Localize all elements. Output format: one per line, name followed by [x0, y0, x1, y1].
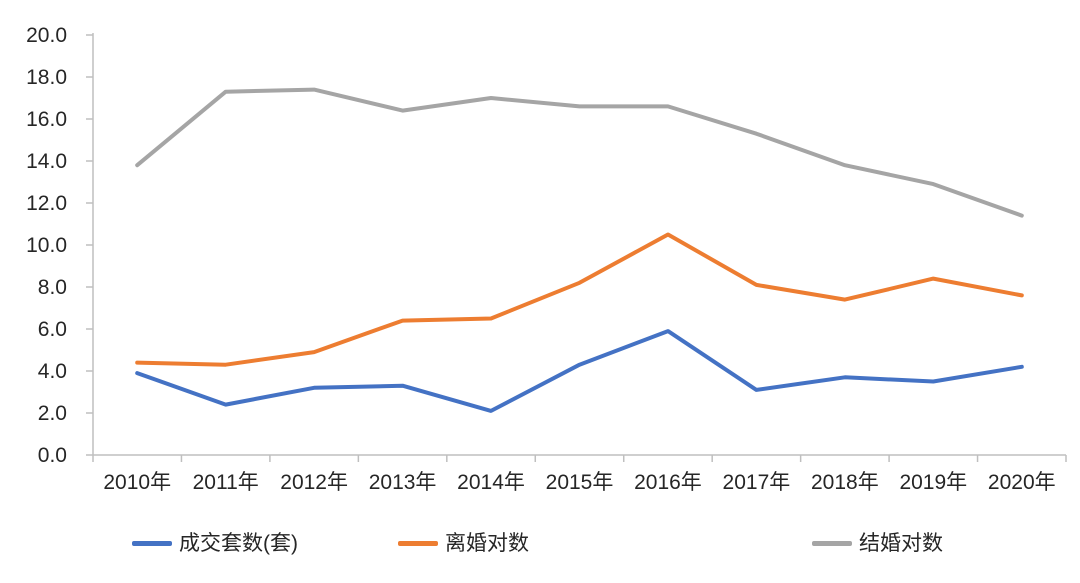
- x-axis-tick-label: 2010年: [103, 471, 171, 494]
- y-axis-tick-label: 20.0: [26, 24, 67, 47]
- y-axis-tick-label: 6.0: [38, 318, 67, 341]
- series-line-1: [135, 232, 1024, 367]
- legend-label-transactions: 成交套数(套): [179, 531, 298, 555]
- legend-label-marriages: 结婚对数: [859, 531, 943, 555]
- y-axis-tick-label: 12.0: [26, 192, 67, 215]
- legend-label-divorces: 离婚对数: [445, 531, 529, 555]
- legend-line-swatch-transactions: [132, 540, 172, 546]
- x-axis-tick-label: 2011年: [193, 471, 259, 494]
- x-axis-tick-label: 2014年: [457, 471, 525, 494]
- x-axis-tick-label: 2017年: [723, 471, 791, 494]
- y-axis-tick-label: 10.0: [26, 234, 67, 257]
- plot-svg: 0.0 2.0 4.0 6.0 8.0 10.0 12.0 14.0 16.0 18.0 20.0 2…: [26, 24, 1067, 494]
- legend-item-marriages: 结婚对数: [812, 529, 943, 557]
- legend-item-transactions: 成交套数(套): [132, 529, 298, 557]
- y-axis-tick-label: 14.0: [26, 150, 67, 173]
- y-axis-tick-label: 4.0: [38, 360, 67, 383]
- x-axis-tick-label: 2016年: [634, 471, 702, 494]
- x-axis-tick-label: 2020年: [988, 471, 1056, 494]
- y-axis-tick-label: 8.0: [38, 276, 67, 299]
- x-axis-tick-label: 2013年: [369, 471, 437, 494]
- y-axis-tick-label: 16.0: [26, 108, 67, 131]
- x-axis-tick-label: 2018年: [811, 471, 879, 494]
- y-axis-tick-label: 18.0: [26, 66, 67, 89]
- series-line-0: [135, 329, 1024, 413]
- x-axis-tick-label: 2015年: [546, 471, 614, 494]
- legend-line-swatch-divorces: [398, 540, 438, 546]
- series-line-2: [135, 87, 1024, 218]
- x-axis-tick-label: 2012年: [280, 471, 348, 494]
- x-axis-tick-label: 2019年: [899, 471, 967, 494]
- y-axis-tick-label: 2.0: [38, 402, 67, 425]
- legend-line-swatch-marriages: [812, 540, 852, 546]
- chart-legend: 成交套数(套) 离婚对数 结婚对数: [0, 505, 1080, 583]
- y-axis-tick-label: 0.0: [38, 444, 67, 467]
- legend-item-divorces: 离婚对数: [398, 529, 529, 557]
